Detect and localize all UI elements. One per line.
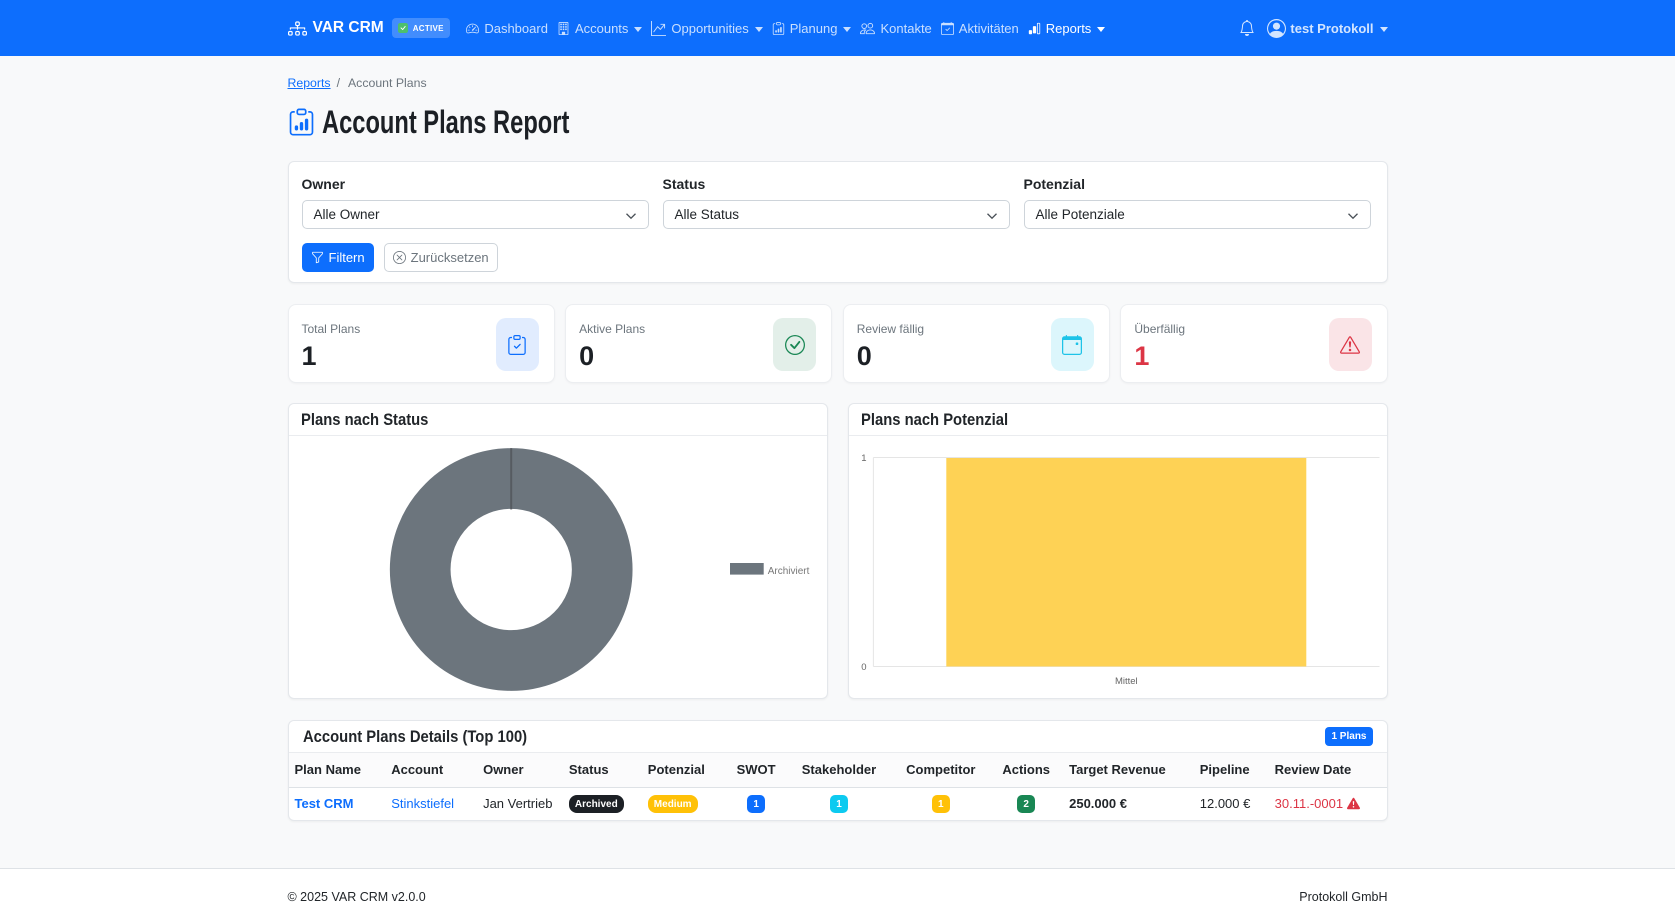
svg-text:0: 0 — [861, 662, 866, 673]
svg-text:Mittel: Mittel — [1114, 676, 1137, 687]
svg-text:1: 1 — [861, 453, 866, 464]
svg-text:Archiviert: Archiviert — [767, 566, 809, 577]
